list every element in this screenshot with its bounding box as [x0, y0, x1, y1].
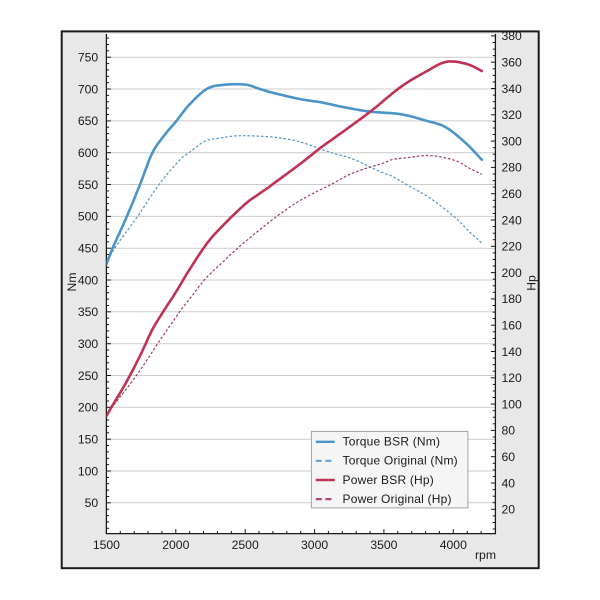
svg-text:80: 80 [502, 424, 516, 438]
svg-text:400: 400 [78, 273, 99, 287]
svg-text:280: 280 [502, 161, 523, 175]
svg-text:380: 380 [502, 29, 523, 43]
svg-text:rpm: rpm [475, 548, 496, 562]
svg-text:260: 260 [502, 187, 523, 201]
svg-text:120: 120 [502, 371, 523, 385]
svg-text:600: 600 [78, 146, 99, 160]
svg-text:Nm: Nm [65, 273, 79, 292]
svg-text:550: 550 [78, 178, 99, 192]
svg-text:Hp: Hp [525, 275, 539, 291]
svg-text:Torque Original (Nm): Torque Original (Nm) [343, 454, 458, 468]
svg-text:240: 240 [502, 213, 523, 227]
svg-text:300: 300 [502, 134, 523, 148]
svg-text:60: 60 [502, 450, 516, 464]
svg-text:200: 200 [78, 401, 99, 415]
svg-text:40: 40 [502, 476, 516, 490]
svg-text:20: 20 [502, 503, 516, 517]
svg-text:750: 750 [78, 51, 99, 65]
svg-text:100: 100 [78, 464, 99, 478]
svg-text:1500: 1500 [93, 538, 120, 552]
svg-text:150: 150 [78, 433, 99, 447]
svg-text:Torque BSR (Nm): Torque BSR (Nm) [343, 435, 441, 449]
svg-text:3500: 3500 [370, 538, 397, 552]
svg-text:340: 340 [502, 82, 523, 96]
svg-text:360: 360 [502, 56, 523, 70]
svg-text:350: 350 [78, 305, 99, 319]
svg-text:500: 500 [78, 210, 99, 224]
svg-text:320: 320 [502, 108, 523, 122]
svg-text:50: 50 [85, 496, 99, 510]
svg-text:100: 100 [502, 397, 523, 411]
svg-text:300: 300 [78, 337, 99, 351]
svg-text:Power BSR (Hp): Power BSR (Hp) [343, 473, 435, 487]
svg-text:450: 450 [78, 242, 99, 256]
svg-text:160: 160 [502, 319, 523, 333]
svg-text:140: 140 [502, 345, 523, 359]
svg-text:2000: 2000 [162, 538, 189, 552]
svg-text:700: 700 [78, 82, 99, 96]
svg-text:4000: 4000 [440, 538, 467, 552]
svg-text:Power Original (Hp): Power Original (Hp) [343, 492, 452, 506]
svg-text:650: 650 [78, 114, 99, 128]
svg-text:3000: 3000 [301, 538, 328, 552]
svg-text:220: 220 [502, 240, 523, 254]
svg-text:2500: 2500 [232, 538, 259, 552]
svg-text:180: 180 [502, 292, 523, 306]
svg-text:250: 250 [78, 369, 99, 383]
svg-text:200: 200 [502, 266, 523, 280]
